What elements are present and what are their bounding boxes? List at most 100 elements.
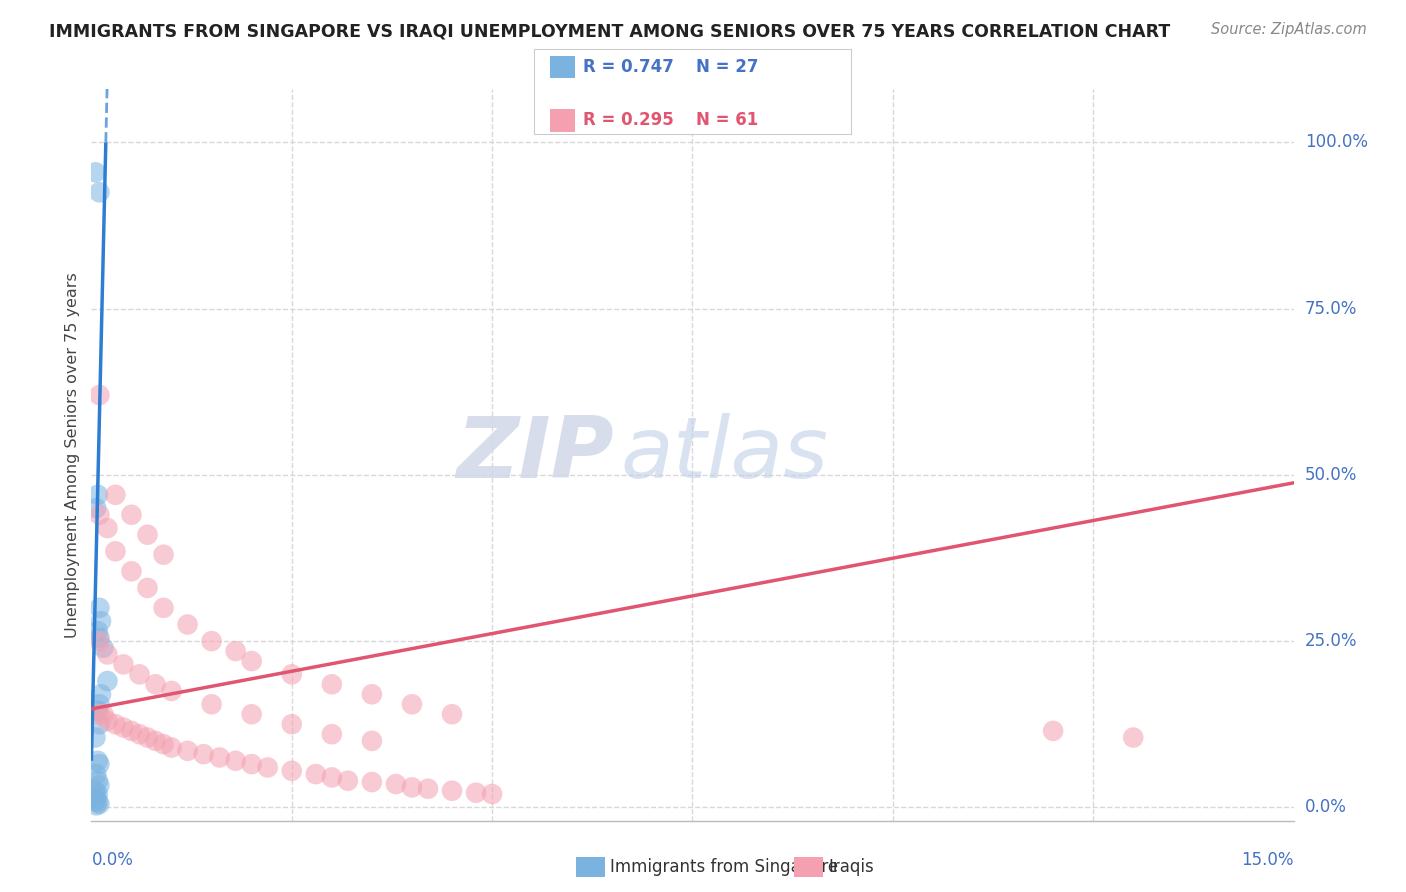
Point — [89, 707, 111, 722]
Point — [84, 501, 107, 516]
Point — [281, 717, 304, 731]
Point — [128, 667, 150, 681]
Point — [160, 740, 183, 755]
Point — [121, 723, 143, 738]
Point — [87, 704, 110, 718]
Point — [440, 783, 463, 797]
Text: N = 27: N = 27 — [696, 58, 758, 76]
Point — [89, 634, 111, 648]
Point — [84, 794, 107, 808]
Point — [416, 781, 439, 796]
Point — [89, 186, 111, 200]
Point — [385, 777, 408, 791]
Point — [87, 488, 110, 502]
Point — [90, 614, 112, 628]
Text: IMMIGRANTS FROM SINGAPORE VS IRAQI UNEMPLOYMENT AMONG SENIORS OVER 75 YEARS CORR: IMMIGRANTS FROM SINGAPORE VS IRAQI UNEMP… — [49, 22, 1170, 40]
Point — [225, 754, 247, 768]
Text: R = 0.747: R = 0.747 — [583, 58, 675, 76]
Point — [84, 767, 107, 781]
Text: 75.0%: 75.0% — [1305, 300, 1357, 318]
Point — [89, 757, 111, 772]
Point — [336, 773, 359, 788]
Point — [87, 624, 110, 639]
Point — [240, 757, 263, 772]
Text: 50.0%: 50.0% — [1305, 466, 1357, 483]
Text: 100.0%: 100.0% — [1305, 134, 1368, 152]
Point — [87, 773, 110, 788]
Point — [84, 783, 107, 797]
Point — [104, 717, 127, 731]
Point — [145, 677, 167, 691]
Point — [360, 775, 382, 789]
Text: atlas: atlas — [620, 413, 828, 497]
Point — [360, 687, 382, 701]
Point — [89, 778, 111, 792]
Point — [152, 548, 174, 562]
Point — [440, 707, 463, 722]
Text: Source: ZipAtlas.com: Source: ZipAtlas.com — [1211, 22, 1367, 37]
Point — [87, 787, 110, 801]
Point — [96, 714, 118, 728]
Point — [208, 750, 231, 764]
Point — [89, 698, 111, 712]
Point — [401, 780, 423, 795]
Point — [89, 631, 111, 645]
Point — [89, 717, 111, 731]
Text: 0.0%: 0.0% — [1305, 798, 1347, 816]
Point — [360, 734, 382, 748]
Point — [160, 684, 183, 698]
Point — [281, 764, 304, 778]
Point — [128, 727, 150, 741]
Point — [89, 508, 111, 522]
Point — [112, 721, 135, 735]
Point — [401, 698, 423, 712]
Point — [89, 600, 111, 615]
Point — [1122, 731, 1144, 745]
Point — [89, 388, 111, 402]
Point — [256, 760, 278, 774]
Text: 15.0%: 15.0% — [1241, 851, 1294, 869]
Point — [121, 564, 143, 578]
Point — [90, 687, 112, 701]
Text: N = 61: N = 61 — [696, 112, 758, 129]
Point — [89, 797, 111, 811]
Point — [112, 657, 135, 672]
Point — [145, 734, 167, 748]
Point — [240, 654, 263, 668]
Point — [240, 707, 263, 722]
Text: ZIP: ZIP — [457, 413, 614, 497]
Point — [84, 165, 107, 179]
Point — [152, 600, 174, 615]
Point — [93, 640, 115, 655]
Point — [121, 508, 143, 522]
Point — [321, 727, 343, 741]
Point — [87, 754, 110, 768]
Point — [201, 698, 224, 712]
Point — [193, 747, 215, 761]
Point — [96, 521, 118, 535]
Point — [96, 673, 118, 688]
Point — [96, 648, 118, 662]
Point — [136, 527, 159, 541]
Point — [84, 798, 107, 813]
Text: 25.0%: 25.0% — [1305, 632, 1357, 650]
Point — [136, 581, 159, 595]
Text: Immigrants from Singapore: Immigrants from Singapore — [610, 858, 838, 876]
Y-axis label: Unemployment Among Seniors over 75 years: Unemployment Among Seniors over 75 years — [65, 272, 80, 638]
Text: 0.0%: 0.0% — [91, 851, 134, 869]
Point — [84, 790, 107, 805]
Point — [152, 737, 174, 751]
Point — [481, 787, 503, 801]
Point — [281, 667, 304, 681]
Point — [321, 771, 343, 785]
Point — [305, 767, 328, 781]
Point — [176, 617, 198, 632]
Point — [87, 795, 110, 809]
Point — [321, 677, 343, 691]
Point — [176, 744, 198, 758]
Point — [84, 731, 107, 745]
Text: Iraqis: Iraqis — [828, 858, 875, 876]
Point — [104, 544, 127, 558]
Point — [465, 786, 488, 800]
Point — [136, 731, 159, 745]
